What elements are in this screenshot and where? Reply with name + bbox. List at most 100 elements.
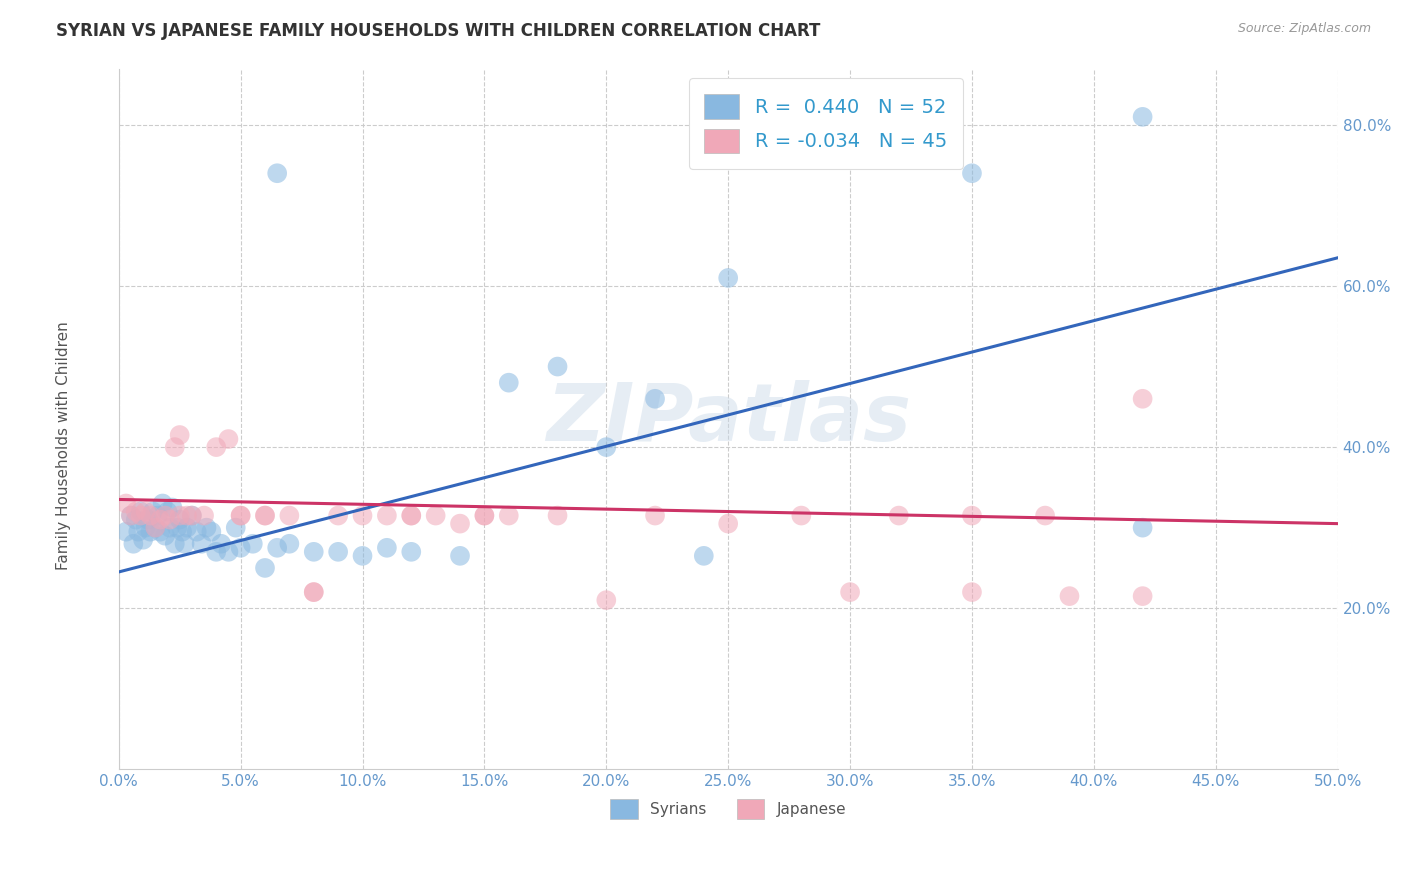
Point (1033, 508, 1056, 523)
Point (839, 585, 862, 599)
Point (176, 521, 198, 535)
Point (149, 513, 172, 527)
Point (449, 549, 471, 563)
Point (229, 541, 252, 555)
Point (142, 504, 165, 518)
Point (644, 392, 666, 406)
Point (153, 529, 176, 543)
Point (352, 549, 374, 563)
Point (644, 508, 666, 523)
Point (1132, 110, 1154, 124)
Point (717, 271, 740, 285)
Point (790, 508, 813, 523)
Point (375, 508, 398, 523)
Text: Source: ZipAtlas.com: Source: ZipAtlas.com (1237, 22, 1371, 36)
Point (115, 524, 138, 539)
Point (149, 524, 172, 539)
Point (190, 537, 212, 551)
Text: Family Households with Children: Family Households with Children (56, 322, 70, 570)
Point (449, 516, 471, 531)
Point (498, 376, 520, 390)
Point (266, 541, 288, 555)
Point (302, 545, 325, 559)
Point (180, 508, 202, 523)
Point (163, 440, 186, 454)
Point (326, 545, 349, 559)
Point (960, 166, 983, 180)
Point (195, 521, 218, 535)
Point (1132, 589, 1154, 603)
Point (401, 508, 423, 523)
Point (120, 508, 142, 523)
Point (278, 537, 301, 551)
Point (180, 508, 202, 523)
Point (302, 585, 325, 599)
Point (159, 521, 181, 535)
Point (1132, 521, 1154, 535)
Point (172, 524, 194, 539)
Text: SYRIAN VS JAPANESE FAMILY HOUSEHOLDS WITH CHILDREN CORRELATION CHART: SYRIAN VS JAPANESE FAMILY HOUSEHOLDS WIT… (56, 22, 821, 40)
Point (125, 513, 148, 527)
Point (200, 524, 222, 539)
Point (162, 500, 184, 515)
Point (375, 541, 398, 555)
Point (225, 521, 247, 535)
Point (146, 508, 169, 523)
Point (595, 440, 617, 454)
Point (253, 508, 276, 523)
Text: ZIPatlas: ZIPatlas (546, 380, 911, 458)
Point (326, 508, 349, 523)
Point (302, 585, 325, 599)
Point (693, 549, 716, 563)
Point (352, 508, 374, 523)
Point (156, 504, 179, 518)
Point (425, 508, 447, 523)
Point (205, 440, 228, 454)
Point (143, 521, 166, 535)
Point (278, 508, 301, 523)
Point (193, 508, 215, 523)
Point (132, 533, 155, 547)
Point (122, 537, 145, 551)
Point (595, 593, 617, 607)
Point (242, 537, 264, 551)
Point (401, 545, 423, 559)
Point (887, 508, 910, 523)
Point (401, 508, 423, 523)
Point (136, 513, 159, 527)
Point (139, 524, 162, 539)
Point (176, 508, 198, 523)
Point (135, 521, 157, 535)
Point (127, 524, 149, 539)
Point (217, 432, 239, 446)
Point (1059, 589, 1081, 603)
Point (129, 508, 152, 523)
Point (125, 504, 148, 518)
Point (498, 508, 520, 523)
Point (209, 537, 232, 551)
Point (547, 508, 569, 523)
Point (547, 359, 569, 374)
Point (474, 508, 496, 523)
Point (1132, 392, 1154, 406)
Point (186, 524, 208, 539)
Point (169, 508, 191, 523)
Point (143, 521, 166, 535)
Point (717, 516, 740, 531)
Point (173, 537, 195, 551)
Point (960, 508, 983, 523)
Legend: Syrians, Japanese: Syrians, Japanese (605, 793, 852, 825)
Point (139, 508, 162, 523)
Point (229, 508, 252, 523)
Point (152, 496, 174, 510)
Point (169, 513, 191, 527)
Point (266, 166, 288, 180)
Point (253, 561, 276, 575)
Point (229, 508, 252, 523)
Point (129, 504, 152, 518)
Point (159, 513, 181, 527)
Point (474, 508, 496, 523)
Point (115, 496, 138, 510)
Point (205, 545, 228, 559)
Point (163, 537, 186, 551)
